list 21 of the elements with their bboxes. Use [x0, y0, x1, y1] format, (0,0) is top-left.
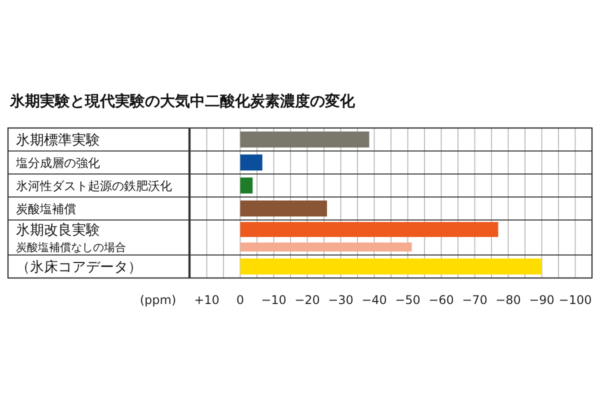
x-tick-label: −50 [395, 293, 420, 307]
x-tick-label: −100 [558, 293, 592, 307]
y-tick-label: 氷河性ダスト起源の鉄肥沃化 [16, 178, 172, 193]
x-tick-label: −70 [462, 293, 488, 307]
x-tick-label: −90 [529, 293, 554, 307]
x-tick-label: −20 [294, 293, 320, 307]
y-tick-label: 氷期改良実験 [16, 222, 100, 239]
x-axis-title: (ppm) [140, 293, 176, 307]
y-tick-label: 炭酸塩補償なしの場合 [16, 240, 126, 254]
x-tick-label: −10 [261, 293, 286, 307]
x-tick-label: −80 [496, 293, 521, 307]
x-tick-label: −40 [362, 293, 387, 307]
x-tick-label: −60 [428, 293, 454, 307]
x-tick-label: 0 [236, 293, 244, 307]
x-tick-label: −30 [328, 293, 354, 307]
y-tick-label: （氷床コアデータ） [16, 260, 142, 276]
y-tick-label: 炭酸塩補償 [16, 202, 76, 216]
y-tick-label: 塩分成層の強化 [15, 156, 100, 170]
y-tick-label: 氷期標準実験 [16, 132, 100, 149]
chart-title: 氷期実験と現代実験の大気中二酸化炭素濃度の変化 [9, 92, 356, 110]
x-tick-label: +10 [194, 293, 220, 307]
